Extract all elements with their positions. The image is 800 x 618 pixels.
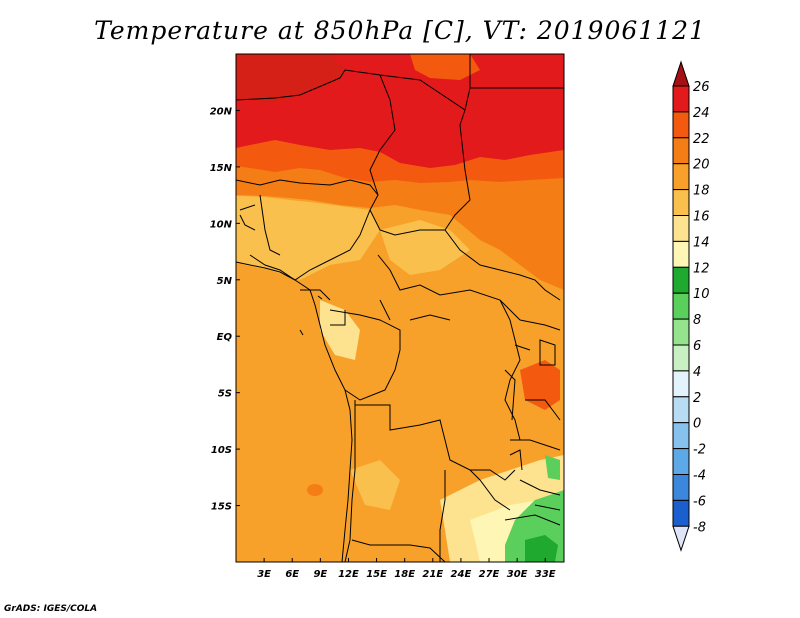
colorbar-bottom-triangle	[672, 525, 690, 552]
colorbar-label: 22	[693, 132, 710, 147]
colorbar-band	[672, 396, 690, 424]
colorbar-label: 24	[693, 106, 710, 121]
colorbar-label: 6	[693, 339, 701, 354]
colorbar-label: -8	[693, 520, 706, 535]
colorbar-band	[672, 240, 690, 268]
x-tick-label: 21E	[422, 569, 443, 580]
colorbar-band	[672, 292, 690, 320]
x-tick-label: 9E	[313, 569, 327, 580]
colorbar-label: 2	[693, 391, 701, 406]
colorbar-band	[672, 344, 690, 372]
colorbar-band	[672, 499, 690, 527]
colorbar-band	[672, 215, 690, 242]
y-tick-label: EQ	[217, 332, 233, 343]
colorbar-label: 10	[693, 287, 710, 302]
x-tick-label: 18E	[394, 569, 415, 580]
x-tick-label: 27E	[479, 569, 500, 580]
country-borders	[236, 54, 564, 562]
colorbar-band	[672, 318, 690, 346]
colorbar-label: -4	[693, 469, 706, 484]
temperature-field	[236, 54, 564, 562]
map-title: Temperature at 850hPa [C], VT: 201906112…	[94, 16, 706, 45]
colorbar-label: 14	[693, 235, 710, 250]
x-tick-label: 15E	[366, 569, 387, 580]
y-tick-label: 5S	[218, 389, 232, 400]
x-tick-label: 33E	[535, 569, 556, 580]
x-tick-label: 12E	[338, 569, 359, 580]
y-tick-label: 5N	[217, 276, 233, 287]
colorbar-band	[672, 189, 690, 217]
y-tick-label: 10S	[211, 445, 232, 456]
x-tick-label: 24E	[451, 569, 472, 580]
colorbar-band	[672, 474, 690, 501]
colorbar-band	[672, 370, 690, 398]
colorbar-label: 18	[693, 184, 710, 199]
credit-text: GrADS: IGES/COLA	[4, 604, 98, 614]
colorbar-band	[672, 422, 690, 450]
y-tick-label: 15N	[210, 163, 233, 174]
y-tick-label: 10N	[210, 219, 233, 230]
colorbar-band	[672, 448, 690, 476]
colorbar-band	[672, 111, 690, 139]
x-tick-label: 3E	[257, 569, 271, 580]
y-tick-label: 20N	[210, 106, 233, 117]
colorbar-top-triangle	[672, 60, 690, 87]
colorbar-label: 16	[693, 210, 710, 225]
colorbar-band	[672, 85, 690, 113]
colorbar-label: 8	[693, 313, 701, 328]
coastline	[236, 261, 353, 562]
x-axis: 3E 6E 9E 12E 15E 18E 21E 24E 27E 30E 33E	[257, 558, 556, 580]
y-axis: 20N 15N 10N 5N EQ 5S 10S 15S	[210, 106, 240, 513]
colorbar-band	[672, 163, 690, 191]
colorbar-band	[672, 137, 690, 165]
colorbar-label: 20	[693, 158, 710, 173]
y-tick-label: 15S	[211, 502, 232, 513]
colorbar-label: -2	[693, 443, 706, 458]
colorbar-band	[672, 266, 690, 294]
x-tick-label: 6E	[285, 569, 299, 580]
colorbar-label: -6	[693, 494, 706, 509]
colorbar-label: 4	[693, 365, 701, 380]
colorbar-label: 12	[693, 261, 710, 276]
x-tick-label: 30E	[507, 569, 528, 580]
colorbar-label: 26	[693, 80, 710, 95]
map-frame	[235, 53, 565, 563]
colorbar-label: 0	[693, 417, 701, 432]
